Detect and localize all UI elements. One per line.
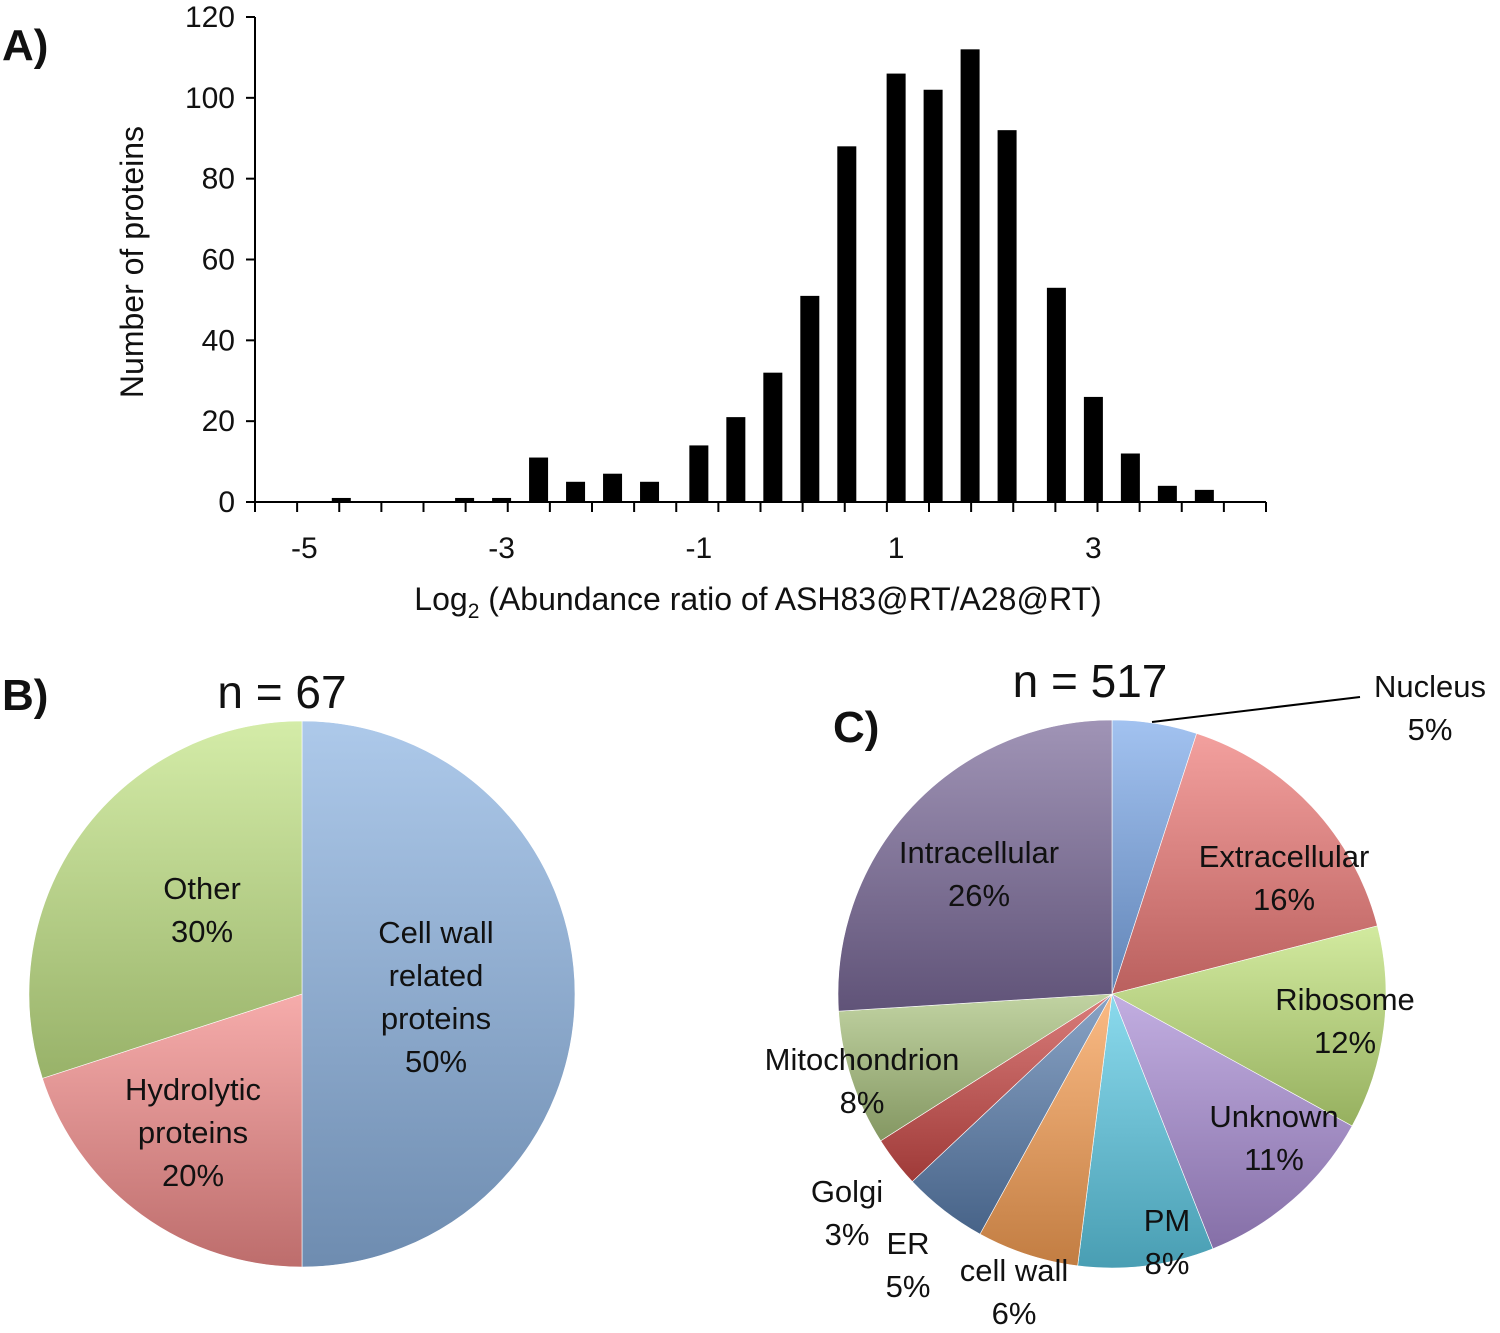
slice-percent-label: 8% [840,1085,885,1120]
histogram-bars [331,49,1214,503]
slice-name-label: proteins [138,1115,248,1150]
histogram-bar [331,497,351,502]
slice-name-label: Extracellular [1199,839,1370,874]
y-tick-label: 40 [202,324,235,357]
histogram-bar [492,497,512,502]
x-axis-title-log: Log [414,581,467,617]
slice-percent-label: 6% [992,1296,1037,1328]
slice-percent-label: 5% [1408,712,1453,747]
histogram-bar [603,473,623,502]
pie-slice-hydrolytic-proteins [41,993,303,1268]
pie-slice-mitochondrion [838,993,1113,1142]
histogram-bar [800,295,820,502]
pie-slice-intracellular [837,719,1113,1012]
pie-slice-ribosome [1111,925,1387,1127]
y-tick-label: 100 [185,82,235,115]
y-tick-label: 60 [202,244,235,277]
histogram-bar [960,49,980,502]
slice-name-label: ER [886,1226,929,1261]
slice-name-label: Unknown [1209,1099,1338,1134]
panel-c-label: C) [833,703,879,752]
slice-percent-label: 20% [162,1158,224,1193]
histogram-bar [923,89,943,502]
slice-name-label: Ribosome [1275,982,1415,1017]
slice-percent-label: 11% [1244,1142,1304,1177]
pie-slice-cell-wall-related-proteins [301,720,576,1268]
x-axis-title-rest: (Abundance ratio of ASH83@RT/A28@RT) [479,581,1101,617]
x-tick-label: -5 [291,532,318,565]
slice-name-label: Nucleus [1374,669,1486,704]
histogram-bar [640,481,660,502]
y-tick-label: 0 [218,486,235,519]
histogram-bar [689,445,709,502]
y-tick-label: 120 [185,1,235,34]
histogram-bar [455,497,475,502]
x-tick-label: 1 [888,532,905,565]
slice-percent-label: 16% [1253,882,1315,917]
histogram-bar [1120,453,1140,502]
slice-percent-label: 8% [1145,1246,1190,1281]
slice-name-label: Other [163,871,241,906]
slice-name-label: Hydrolytic [125,1072,261,1107]
x-tick-label: -1 [686,532,713,565]
pie-slice-other [28,720,303,1079]
histogram-panel: 0 20 40 60 80 100 120 -5 -3 -1 1 3 Number of protei… [114,1,1267,623]
slice-name-label: Mitochondrion [765,1042,960,1077]
histogram-x-axis-title: Log2 (Abundance ratio of ASH83@RT/A28@RT… [414,581,1101,623]
histogram-bar [886,73,906,502]
histogram-y-axis-title: Number of proteins [114,126,150,398]
histogram-bar [997,130,1017,502]
pie-slice-extracellular [1111,733,1378,995]
slice-percent-label: 5% [886,1269,931,1304]
pie-slice-pm [1077,993,1214,1269]
slice-name-label: related [389,958,484,993]
histogram-bar [1046,287,1066,502]
y-tick-label: 80 [202,163,235,196]
slice-name-label: Cell wall [378,915,493,950]
histogram-bar [726,417,746,502]
panel-b-label: B) [2,671,48,720]
histogram-bar [1194,489,1214,502]
slice-name-label: PM [1144,1203,1191,1238]
pie-c: Nucleus 5% Extracellular 16% Ribosome 12% Unkn… [765,669,1486,1331]
x-tick-label: 3 [1085,532,1102,565]
pie-slice-unknown [1111,993,1353,1250]
histogram-bar [837,146,857,503]
histogram-axes: 0 20 40 60 80 100 120 -5 -3 -1 1 3 [185,1,1267,565]
pie-c-n-label: n = 517 [1013,655,1168,707]
histogram-bar [763,372,783,502]
pie-b-n-label: n = 67 [217,666,346,718]
slice-name-label: proteins [381,1001,491,1036]
histogram-bar [1157,485,1177,502]
x-tick-label: -3 [488,532,515,565]
histogram-bar [566,481,586,502]
slice-percent-label: 3% [825,1217,870,1252]
x-axis-title-subscript: 2 [468,600,480,623]
slice-percent-label: 30% [171,914,233,949]
slice-name-label: cell wall [960,1253,1069,1288]
slice-percent-label: 26% [948,878,1010,913]
y-tick-label: 20 [202,405,235,438]
slice-name-label: Golgi [811,1174,883,1209]
pie-b: Cell wall related proteins 50% Hydrolytic pro… [28,720,576,1268]
slice-percent-label: 12% [1314,1025,1376,1060]
histogram-bar [529,457,549,502]
panel-a-label: A) [2,21,48,70]
leader-line [1151,696,1361,723]
histogram-bar [1083,396,1103,502]
slice-percent-label: 50% [405,1044,467,1079]
slice-name-label: Intracellular [899,835,1059,870]
